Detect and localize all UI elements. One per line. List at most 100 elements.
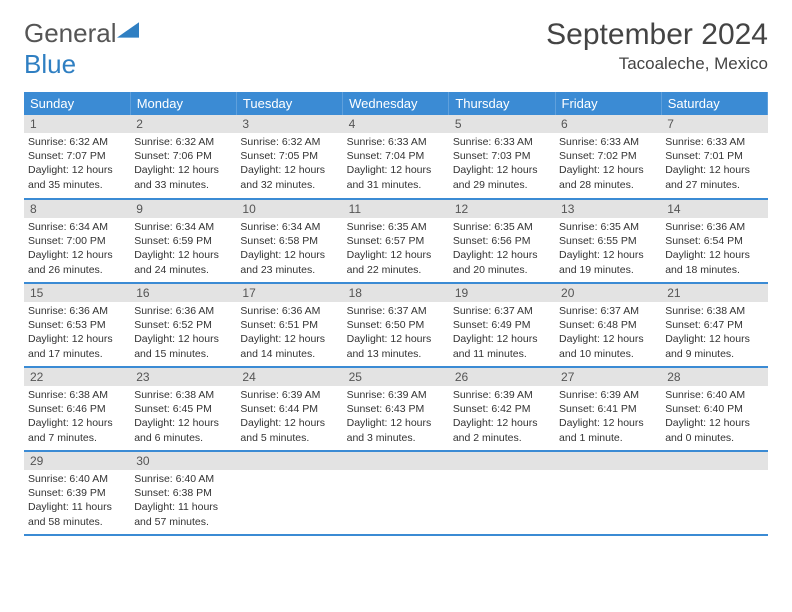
daylight-line: Daylight: 12 hours and 26 minutes. bbox=[28, 248, 126, 276]
sunrise-line: Sunrise: 6:32 AM bbox=[134, 135, 232, 149]
daylight-line: Daylight: 12 hours and 15 minutes. bbox=[134, 332, 232, 360]
day-details: Sunrise: 6:34 AMSunset: 6:58 PMDaylight:… bbox=[236, 218, 342, 281]
day-number: 17 bbox=[236, 284, 342, 302]
day-number: 5 bbox=[449, 115, 555, 133]
sunset-line: Sunset: 7:02 PM bbox=[559, 149, 657, 163]
day-number bbox=[449, 452, 555, 470]
day-details: Sunrise: 6:37 AMSunset: 6:49 PMDaylight:… bbox=[449, 302, 555, 365]
calendar-cell: 16Sunrise: 6:36 AMSunset: 6:52 PMDayligh… bbox=[130, 283, 236, 367]
logo-text-1: General bbox=[24, 18, 117, 48]
sunset-line: Sunset: 7:01 PM bbox=[665, 149, 763, 163]
calendar-cell: 24Sunrise: 6:39 AMSunset: 6:44 PMDayligh… bbox=[236, 367, 342, 451]
day-details bbox=[236, 470, 342, 530]
location: Tacoaleche, Mexico bbox=[546, 54, 768, 74]
daylight-line: Daylight: 12 hours and 33 minutes. bbox=[134, 163, 232, 191]
sunset-line: Sunset: 6:56 PM bbox=[453, 234, 551, 248]
sunset-line: Sunset: 7:07 PM bbox=[28, 149, 126, 163]
calendar-cell-empty bbox=[555, 451, 661, 535]
sunset-line: Sunset: 6:54 PM bbox=[665, 234, 763, 248]
day-details: Sunrise: 6:36 AMSunset: 6:54 PMDaylight:… bbox=[661, 218, 767, 281]
sunset-line: Sunset: 6:58 PM bbox=[240, 234, 338, 248]
day-details: Sunrise: 6:40 AMSunset: 6:38 PMDaylight:… bbox=[130, 470, 236, 533]
calendar-cell: 22Sunrise: 6:38 AMSunset: 6:46 PMDayligh… bbox=[24, 367, 130, 451]
calendar-cell: 25Sunrise: 6:39 AMSunset: 6:43 PMDayligh… bbox=[343, 367, 449, 451]
sunrise-line: Sunrise: 6:38 AM bbox=[134, 388, 232, 402]
daylight-line: Daylight: 12 hours and 32 minutes. bbox=[240, 163, 338, 191]
daylight-line: Daylight: 12 hours and 11 minutes. bbox=[453, 332, 551, 360]
calendar-cell: 5Sunrise: 6:33 AMSunset: 7:03 PMDaylight… bbox=[449, 115, 555, 199]
calendar-cell: 29Sunrise: 6:40 AMSunset: 6:39 PMDayligh… bbox=[24, 451, 130, 535]
day-details bbox=[661, 470, 767, 530]
calendar-body: 1Sunrise: 6:32 AMSunset: 7:07 PMDaylight… bbox=[24, 115, 768, 535]
day-number: 14 bbox=[661, 200, 767, 218]
calendar-cell: 19Sunrise: 6:37 AMSunset: 6:49 PMDayligh… bbox=[449, 283, 555, 367]
calendar-table: SundayMondayTuesdayWednesdayThursdayFrid… bbox=[24, 92, 768, 536]
day-number: 28 bbox=[661, 368, 767, 386]
daylight-line: Daylight: 12 hours and 6 minutes. bbox=[134, 416, 232, 444]
day-number: 3 bbox=[236, 115, 342, 133]
day-details: Sunrise: 6:34 AMSunset: 6:59 PMDaylight:… bbox=[130, 218, 236, 281]
day-number: 27 bbox=[555, 368, 661, 386]
day-number: 18 bbox=[343, 284, 449, 302]
sunset-line: Sunset: 6:51 PM bbox=[240, 318, 338, 332]
daylight-line: Daylight: 11 hours and 57 minutes. bbox=[134, 500, 232, 528]
sunset-line: Sunset: 6:40 PM bbox=[665, 402, 763, 416]
weekday-row: SundayMondayTuesdayWednesdayThursdayFrid… bbox=[24, 92, 768, 115]
sunrise-line: Sunrise: 6:37 AM bbox=[453, 304, 551, 318]
daylight-line: Daylight: 12 hours and 17 minutes. bbox=[28, 332, 126, 360]
sunrise-line: Sunrise: 6:36 AM bbox=[240, 304, 338, 318]
sunrise-line: Sunrise: 6:38 AM bbox=[665, 304, 763, 318]
calendar-cell: 21Sunrise: 6:38 AMSunset: 6:47 PMDayligh… bbox=[661, 283, 767, 367]
day-details: Sunrise: 6:35 AMSunset: 6:56 PMDaylight:… bbox=[449, 218, 555, 281]
day-details: Sunrise: 6:33 AMSunset: 7:04 PMDaylight:… bbox=[343, 133, 449, 196]
day-details: Sunrise: 6:37 AMSunset: 6:50 PMDaylight:… bbox=[343, 302, 449, 365]
day-details: Sunrise: 6:38 AMSunset: 6:47 PMDaylight:… bbox=[661, 302, 767, 365]
day-details: Sunrise: 6:35 AMSunset: 6:57 PMDaylight:… bbox=[343, 218, 449, 281]
daylight-line: Daylight: 12 hours and 5 minutes. bbox=[240, 416, 338, 444]
sunrise-line: Sunrise: 6:40 AM bbox=[28, 472, 126, 486]
weekday-header: Saturday bbox=[661, 92, 767, 115]
day-details: Sunrise: 6:34 AMSunset: 7:00 PMDaylight:… bbox=[24, 218, 130, 281]
sunset-line: Sunset: 6:43 PM bbox=[347, 402, 445, 416]
sunrise-line: Sunrise: 6:37 AM bbox=[347, 304, 445, 318]
calendar-head: SundayMondayTuesdayWednesdayThursdayFrid… bbox=[24, 92, 768, 115]
calendar-cell-empty bbox=[343, 451, 449, 535]
daylight-line: Daylight: 12 hours and 13 minutes. bbox=[347, 332, 445, 360]
day-details: Sunrise: 6:40 AMSunset: 6:40 PMDaylight:… bbox=[661, 386, 767, 449]
daylight-line: Daylight: 12 hours and 31 minutes. bbox=[347, 163, 445, 191]
daylight-line: Daylight: 12 hours and 1 minute. bbox=[559, 416, 657, 444]
sunset-line: Sunset: 6:44 PM bbox=[240, 402, 338, 416]
day-number: 10 bbox=[236, 200, 342, 218]
day-number: 9 bbox=[130, 200, 236, 218]
calendar-cell-empty bbox=[449, 451, 555, 535]
sunrise-line: Sunrise: 6:37 AM bbox=[559, 304, 657, 318]
sunrise-line: Sunrise: 6:39 AM bbox=[453, 388, 551, 402]
daylight-line: Daylight: 12 hours and 35 minutes. bbox=[28, 163, 126, 191]
sunrise-line: Sunrise: 6:39 AM bbox=[347, 388, 445, 402]
sunrise-line: Sunrise: 6:35 AM bbox=[453, 220, 551, 234]
calendar-cell: 10Sunrise: 6:34 AMSunset: 6:58 PMDayligh… bbox=[236, 199, 342, 283]
sunset-line: Sunset: 6:59 PM bbox=[134, 234, 232, 248]
calendar-row: 22Sunrise: 6:38 AMSunset: 6:46 PMDayligh… bbox=[24, 367, 768, 451]
calendar-row: 8Sunrise: 6:34 AMSunset: 7:00 PMDaylight… bbox=[24, 199, 768, 283]
day-details: Sunrise: 6:35 AMSunset: 6:55 PMDaylight:… bbox=[555, 218, 661, 281]
weekday-header: Sunday bbox=[24, 92, 130, 115]
weekday-header: Tuesday bbox=[236, 92, 342, 115]
calendar-cell-empty bbox=[236, 451, 342, 535]
calendar-cell: 13Sunrise: 6:35 AMSunset: 6:55 PMDayligh… bbox=[555, 199, 661, 283]
logo: GeneralBlue bbox=[24, 18, 139, 80]
calendar-cell: 28Sunrise: 6:40 AMSunset: 6:40 PMDayligh… bbox=[661, 367, 767, 451]
sunset-line: Sunset: 6:45 PM bbox=[134, 402, 232, 416]
sunset-line: Sunset: 7:06 PM bbox=[134, 149, 232, 163]
day-number bbox=[236, 452, 342, 470]
calendar-cell: 27Sunrise: 6:39 AMSunset: 6:41 PMDayligh… bbox=[555, 367, 661, 451]
sunrise-line: Sunrise: 6:32 AM bbox=[28, 135, 126, 149]
calendar-cell: 4Sunrise: 6:33 AMSunset: 7:04 PMDaylight… bbox=[343, 115, 449, 199]
day-number bbox=[343, 452, 449, 470]
sunrise-line: Sunrise: 6:33 AM bbox=[347, 135, 445, 149]
sunrise-line: Sunrise: 6:39 AM bbox=[240, 388, 338, 402]
day-number: 16 bbox=[130, 284, 236, 302]
daylight-line: Daylight: 12 hours and 2 minutes. bbox=[453, 416, 551, 444]
sunrise-line: Sunrise: 6:36 AM bbox=[665, 220, 763, 234]
day-number: 22 bbox=[24, 368, 130, 386]
